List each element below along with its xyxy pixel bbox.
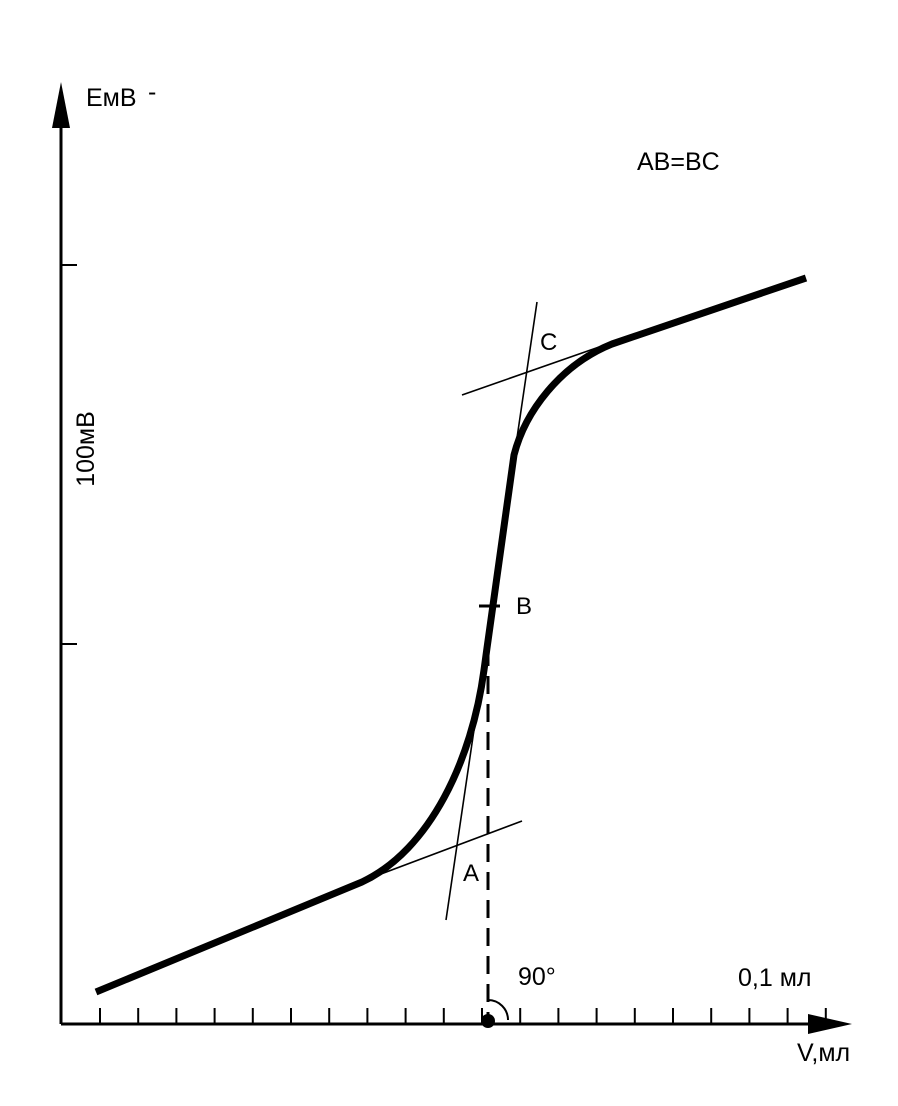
y-scale-label: 100мВ bbox=[72, 411, 100, 487]
relation-annotation: AB=BC bbox=[637, 148, 720, 176]
y-axis bbox=[52, 82, 77, 1024]
x-axis-arrow-icon bbox=[808, 1014, 852, 1034]
y-axis-label: EмB bbox=[86, 84, 137, 112]
x-axis-label: V,мл bbox=[797, 1039, 850, 1067]
equivalence-point-marker bbox=[481, 1014, 495, 1028]
x-axis bbox=[61, 1008, 852, 1034]
point-c-label: C bbox=[540, 329, 557, 356]
titration-curve bbox=[94, 274, 808, 996]
x-ticks bbox=[99, 1008, 827, 1024]
y-axis-sign: - bbox=[148, 78, 156, 106]
point-b-label: B bbox=[516, 593, 532, 620]
x-scale-label: 0,1 мл bbox=[738, 964, 811, 992]
angle-label: 90° bbox=[518, 963, 556, 991]
y-axis-arrow-icon bbox=[52, 82, 70, 128]
upper-tangent-line bbox=[461, 345, 603, 396]
point-a-label: A bbox=[463, 860, 479, 887]
right-angle-arc bbox=[487, 999, 509, 1021]
